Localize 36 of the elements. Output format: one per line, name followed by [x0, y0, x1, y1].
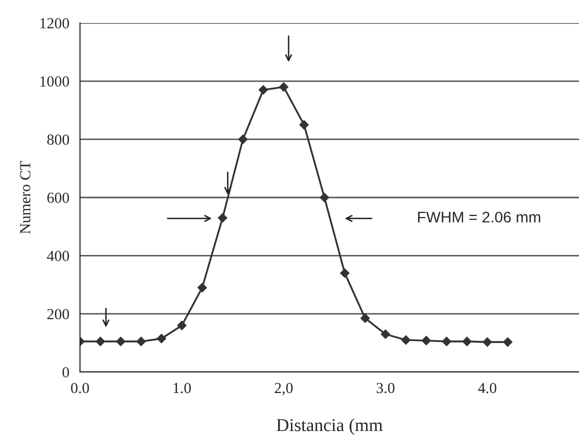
point — [218, 213, 228, 222]
point — [258, 85, 268, 95]
x-tick-label: 3.0 — [376, 382, 394, 394]
point — [482, 337, 492, 347]
y-tick-label: 200 — [47, 308, 69, 320]
x-tick-label: 4.0 — [478, 382, 496, 394]
point — [177, 320, 186, 330]
point — [156, 334, 166, 344]
x-tick-label: 1.0 — [174, 382, 191, 394]
y-axis-title: Numero CT — [20, 161, 30, 234]
y-tick-label: 1000 — [40, 76, 69, 87]
y-tick-label: 1200 — [40, 18, 69, 28]
point — [422, 336, 431, 346]
y-tick-label: 800 — [47, 134, 69, 145]
point — [320, 192, 330, 202]
point — [238, 134, 248, 144]
point — [279, 82, 288, 92]
point — [340, 268, 350, 278]
point — [136, 336, 146, 346]
x-tick-label: 0.0 — [71, 382, 89, 394]
point — [442, 336, 452, 346]
point — [360, 314, 370, 323]
point — [299, 120, 309, 130]
point — [503, 337, 512, 347]
point — [462, 336, 472, 346]
x-axis-title: Distancia (mm — [276, 418, 383, 435]
y-tick-label: 600 — [47, 192, 69, 203]
point — [96, 336, 105, 346]
annotation: FWHM = 2.06 mm — [418, 212, 540, 223]
y-tick-label: 400 — [46, 250, 69, 262]
point — [401, 335, 410, 345]
point — [380, 330, 390, 339]
point — [198, 283, 207, 292]
x-tick-label: 2,0 — [274, 382, 293, 396]
y-tick-label: 0 — [62, 367, 69, 378]
point — [116, 336, 126, 346]
